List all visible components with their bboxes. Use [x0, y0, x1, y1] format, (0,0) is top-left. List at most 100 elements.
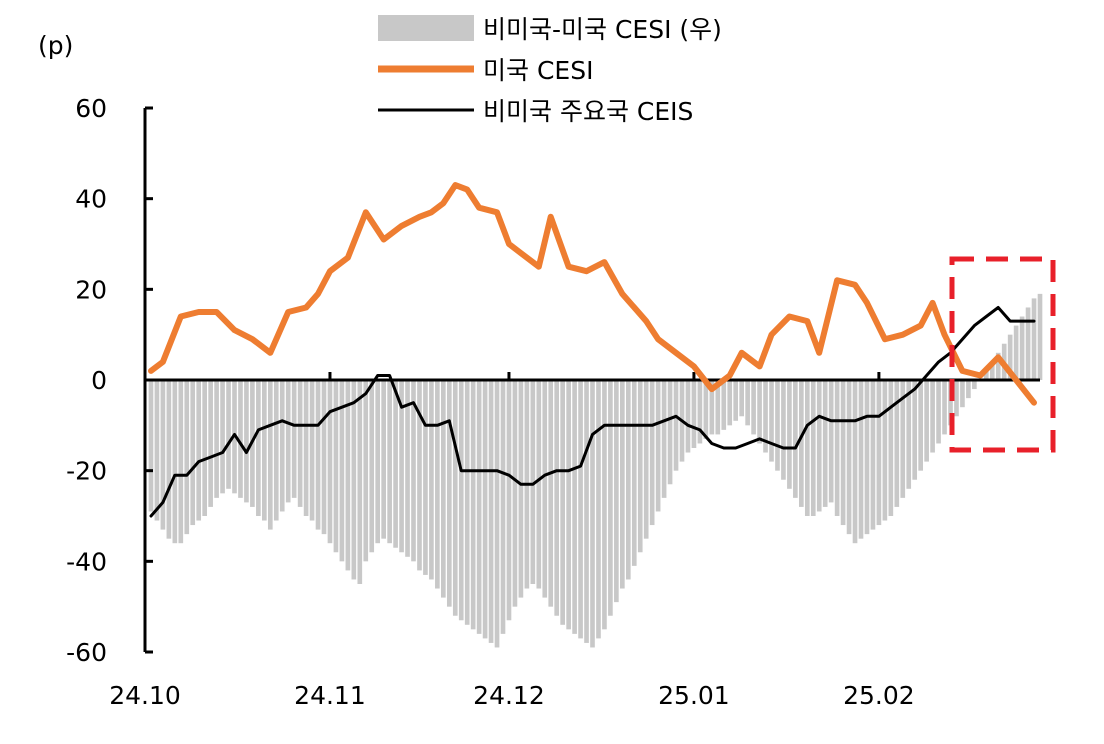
bar: [948, 380, 953, 426]
bar: [303, 380, 309, 516]
bar: [685, 380, 691, 453]
bar: [655, 380, 661, 512]
bar: [942, 380, 947, 435]
line-series: [148, 182, 1037, 518]
bar: [924, 380, 929, 462]
bar: [888, 380, 894, 516]
bar: [858, 380, 864, 539]
bar: [876, 380, 882, 526]
bar: [345, 380, 351, 571]
bar: [560, 380, 565, 625]
x-tick-label: 25.01: [658, 681, 730, 710]
bar: [387, 380, 392, 544]
bar: [787, 380, 792, 489]
bar: [435, 380, 440, 589]
bar: [327, 380, 333, 544]
bar: [494, 380, 500, 648]
bar: [781, 380, 786, 480]
y-tick-label: -60: [66, 638, 107, 667]
bar: [351, 380, 357, 580]
y-tick-label: 20: [75, 275, 107, 304]
bar: [273, 380, 279, 521]
bar: [1013, 325, 1019, 380]
legend-swatch-bars: [378, 15, 474, 41]
bar: [488, 380, 494, 643]
bar: [369, 380, 375, 553]
bar: [918, 380, 923, 471]
bar: [452, 380, 458, 616]
bar: [482, 380, 488, 639]
bar: [703, 380, 709, 439]
highlight-box: [949, 256, 1056, 453]
y-tick-label: -40: [66, 547, 107, 576]
bar: [375, 380, 381, 544]
bar: [267, 380, 273, 530]
bar: [870, 380, 876, 530]
legend-label-orange: 미국 CESI: [483, 56, 593, 85]
bar: [733, 380, 739, 421]
bar: [279, 380, 285, 512]
bar: [518, 380, 524, 598]
bar: [381, 380, 386, 539]
bar: [620, 380, 625, 589]
bar: [542, 380, 548, 598]
bar: [1007, 334, 1013, 380]
bar: [906, 380, 912, 489]
bar: [775, 380, 780, 471]
bar: [936, 380, 941, 444]
bar: [321, 380, 327, 535]
bar: [399, 380, 404, 553]
bar: [285, 380, 291, 503]
bar: [339, 380, 345, 562]
bar: [405, 380, 410, 557]
bar: [512, 380, 518, 607]
bar: [983, 370, 989, 380]
bar: [882, 380, 888, 521]
bar: [715, 380, 721, 435]
bar: [960, 380, 965, 408]
bar: [554, 380, 560, 616]
bar: [614, 380, 619, 603]
bar: [584, 380, 589, 643]
bar: [154, 380, 160, 521]
bar: [769, 380, 774, 462]
bar: [238, 380, 243, 498]
bar: [608, 380, 613, 616]
bar: [691, 380, 697, 448]
bar: [751, 380, 756, 435]
bar: [989, 361, 995, 380]
bar: [804, 380, 810, 516]
y-tick-label: 60: [75, 94, 107, 123]
bar: [256, 380, 261, 516]
bar: [793, 380, 798, 498]
bar: [1031, 298, 1037, 380]
bar: [625, 380, 631, 580]
bar: [148, 380, 154, 512]
bar: [315, 380, 321, 530]
legend: 비미국-미국 CESI (우) 미국 CESI 비미국 주요국 CEIS: [378, 15, 722, 126]
non-us-ceis-line: [149, 306, 1036, 518]
bar: [262, 380, 267, 521]
bar: [972, 380, 977, 390]
bar: [822, 380, 828, 507]
bar: [810, 380, 816, 516]
bar: [954, 380, 959, 417]
bar: [846, 380, 852, 535]
bar: [834, 380, 840, 516]
bar: [721, 380, 727, 430]
bar: [226, 380, 231, 489]
bar: [912, 380, 918, 480]
bar: [357, 380, 363, 584]
bar: [458, 380, 464, 621]
bar: [429, 380, 434, 580]
bar: [470, 380, 476, 630]
bar: [643, 380, 649, 539]
bar: [661, 380, 667, 498]
bar: [417, 380, 422, 571]
y-tick-label: 40: [75, 185, 107, 214]
bar: [649, 380, 655, 526]
bar: [166, 380, 172, 539]
bar: [476, 380, 482, 634]
